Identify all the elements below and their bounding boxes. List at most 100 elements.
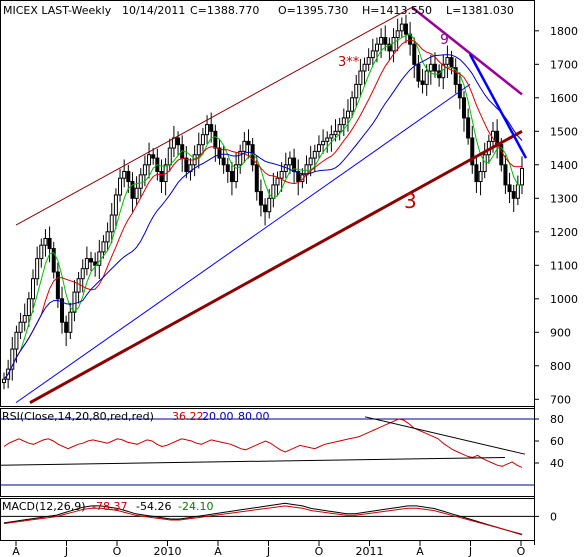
price-tick-label: 1700 xyxy=(550,58,578,71)
candle-body xyxy=(432,63,437,72)
candle-body xyxy=(242,140,247,152)
candle-body xyxy=(147,154,152,166)
candle-body xyxy=(217,147,222,159)
downtrend-blue-line xyxy=(468,53,528,159)
candle-body xyxy=(507,184,512,193)
candle-body xyxy=(321,140,326,146)
x-axis-label: O xyxy=(315,545,324,557)
candle-body xyxy=(51,248,56,273)
candle-body xyxy=(370,50,375,59)
candle-body xyxy=(39,244,44,260)
macd-value-1: -78.37 xyxy=(92,500,127,513)
candle-body xyxy=(287,157,292,166)
rsi-line xyxy=(3,418,523,468)
rsi-resistance-line xyxy=(364,416,526,455)
candle-body xyxy=(26,298,31,317)
candle-body xyxy=(113,194,118,216)
macd-tick-label: 0 xyxy=(550,510,557,523)
channel-upper-line xyxy=(15,6,413,226)
x-axis-label: O xyxy=(113,545,122,557)
price-tick-label: 1100 xyxy=(550,259,578,272)
price-tick-label: 1400 xyxy=(550,159,578,172)
candle-body xyxy=(308,157,313,166)
candle-body xyxy=(84,258,89,270)
candle-body xyxy=(196,144,201,156)
rsi-value: 36.22 xyxy=(172,410,204,423)
candle-body xyxy=(47,238,52,250)
channel-lower-line xyxy=(15,83,471,404)
candle-body xyxy=(138,174,143,189)
candle-body xyxy=(383,37,388,45)
candle-body xyxy=(151,154,156,159)
candle-body xyxy=(200,134,205,146)
chart-title: MICEX LAST-Weekly xyxy=(3,4,112,17)
candle-body xyxy=(412,43,417,65)
rsi-tick-label: 40 xyxy=(550,457,564,470)
candle-body xyxy=(461,97,466,119)
channel-label: 3** xyxy=(338,55,360,70)
candle-body xyxy=(395,30,400,38)
candle-body xyxy=(312,150,317,159)
wave-label: 9 xyxy=(440,32,449,48)
candle-body xyxy=(72,291,77,313)
long-trendline xyxy=(29,129,523,404)
candle-body xyxy=(118,177,123,196)
candle-body xyxy=(379,37,384,45)
macd-signal-line xyxy=(3,505,523,535)
price-tick-label: 1300 xyxy=(550,192,578,205)
candle-body xyxy=(520,167,524,186)
macd-value-3: -24.10 xyxy=(178,500,213,513)
candle-body xyxy=(205,124,210,136)
candle-body xyxy=(213,130,218,149)
candle-body xyxy=(466,117,471,139)
candle-body xyxy=(420,80,425,85)
price-tick-label: 1500 xyxy=(550,125,578,138)
rsi-tick-label: 80 xyxy=(550,413,564,426)
candle-body xyxy=(511,191,516,199)
candle-body xyxy=(316,144,321,152)
candle-body xyxy=(31,278,36,300)
candle-body xyxy=(130,181,135,199)
candle-body xyxy=(354,83,359,99)
rsi-lower-value: 20.00 xyxy=(202,410,234,423)
candle-body xyxy=(366,57,371,65)
macd-label: MACD(12,26,9) xyxy=(2,500,86,513)
candle-body xyxy=(101,241,106,253)
candle-body xyxy=(279,171,284,179)
candle-body xyxy=(89,258,94,263)
candle-body xyxy=(142,164,147,176)
candle-body xyxy=(43,238,48,246)
candle-body xyxy=(209,124,214,132)
candle-body xyxy=(60,298,65,323)
price-tick-label: 700 xyxy=(550,393,571,406)
candle-body xyxy=(221,157,226,166)
candle-body xyxy=(362,63,367,72)
x-axis-label: J xyxy=(266,545,270,557)
price-tick-label: 1600 xyxy=(550,92,578,105)
candle-body xyxy=(109,214,114,233)
candle-body xyxy=(275,177,280,186)
candle-body xyxy=(296,171,301,183)
candle-body xyxy=(503,164,508,186)
candle-body xyxy=(122,171,127,179)
x-axis-label: A xyxy=(214,545,222,557)
price-tick-label: 1200 xyxy=(550,226,578,239)
candle-body xyxy=(238,150,243,166)
candle-body xyxy=(246,140,251,146)
ma-fast-line xyxy=(3,33,523,380)
candle-body xyxy=(271,184,276,199)
trendline-label: 3 xyxy=(404,189,417,213)
candle-body xyxy=(14,331,19,350)
downtrend-purple-line xyxy=(411,6,523,96)
candle-body xyxy=(68,311,73,333)
candle-body xyxy=(64,321,69,333)
x-axis-label: A xyxy=(12,545,20,557)
rsi-label: RSI(Close,14,20,80,red,red) xyxy=(2,410,154,423)
candle-body xyxy=(329,134,334,139)
candle-body xyxy=(22,315,27,323)
candle-body xyxy=(358,70,363,85)
candle-body xyxy=(254,164,259,193)
candle-body xyxy=(55,271,60,300)
candle-body xyxy=(341,117,346,126)
